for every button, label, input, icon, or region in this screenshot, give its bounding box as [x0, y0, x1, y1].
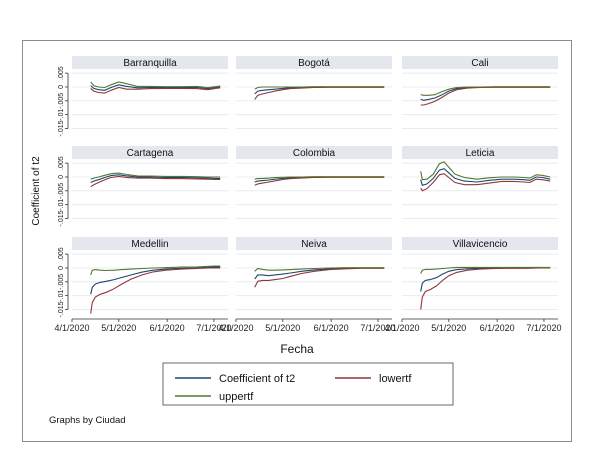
- series-line-villavicencio-upper: [420, 266, 551, 274]
- series-line-cartagena-lower: [90, 175, 221, 188]
- series-line-villavicencio-lower: [420, 267, 551, 310]
- x-tick-label: 5/1/2020: [101, 323, 136, 333]
- panel-title-cali: Cali: [471, 58, 488, 69]
- y-tick-label: .005: [58, 247, 65, 261]
- y-tick-label: 0: [58, 85, 65, 89]
- y-tick-label: -.005: [58, 183, 65, 199]
- graph-frame: Barranquilla -.015 -.01 -.005 0.005 Bogotá Cal…: [22, 40, 572, 442]
- y-tick-label: 0: [58, 175, 65, 179]
- panel-title-cartagena: Cartagena: [127, 148, 174, 159]
- y-tick-label: -.015: [58, 120, 65, 136]
- y-tick-label: -.01: [58, 290, 65, 302]
- x-tick-label: 6/1/2020: [314, 323, 349, 333]
- panel-header-medellin: [72, 237, 228, 250]
- panel-header-leticia: [402, 146, 558, 159]
- series-line-neiva-lower: [254, 267, 385, 288]
- panel-title-leticia: Leticia: [466, 148, 495, 159]
- y-tick-label: -.015: [58, 301, 65, 317]
- series-line-leticia-coef: [420, 168, 551, 186]
- series-line-barranquilla-upper: [90, 81, 221, 89]
- y-tick-label: .005: [58, 156, 65, 170]
- y-axis-title: Coefficient of t2: [31, 156, 42, 226]
- legend-label-lowertf: lowertf: [379, 373, 412, 385]
- panel-title-villavicencio: Villavicencio: [453, 239, 508, 250]
- x-axis-title: Fecha: [280, 342, 314, 356]
- x-tick-label: 4/1/2020: [54, 323, 89, 333]
- panel-header-bogot-: [236, 56, 392, 69]
- y-tick-label: -.01: [58, 109, 65, 121]
- y-tick-label: -.01: [58, 199, 65, 211]
- series-line-bogot--lower: [254, 86, 385, 100]
- panel-plot-area-colombia: [236, 159, 392, 224]
- series-line-medellin-coef: [90, 266, 221, 295]
- panel-title-bogot-: Bogotá: [298, 58, 330, 69]
- series-line-medellin-lower: [90, 267, 221, 314]
- panel-title-barranquilla: Barranquilla: [123, 58, 177, 69]
- panel-header-colombia: [236, 146, 392, 159]
- y-tick-label: -.005: [58, 274, 65, 290]
- panel-header-neiva: [236, 237, 392, 250]
- y-tick-label: .005: [58, 66, 65, 80]
- x-tick-label: 6/1/2020: [150, 323, 185, 333]
- series-line-cartagena-coef: [90, 174, 221, 184]
- series-line-leticia-upper: [420, 161, 551, 181]
- panel-header-villavicencio: [402, 237, 558, 250]
- series-line-medellin-upper: [90, 265, 221, 276]
- legend-box: [162, 362, 454, 406]
- series-line-leticia-lower: [420, 173, 551, 192]
- panel-title-colombia: Colombia: [293, 148, 336, 159]
- panel-plot-area-neiva: [236, 250, 392, 315]
- x-tick-label: 4/1/2020: [218, 323, 253, 333]
- panel-plot-area-cali: [402, 69, 558, 134]
- x-tick-label: 5/1/2020: [265, 323, 300, 333]
- series-line-colombia-upper: [254, 176, 385, 180]
- panel-plot-area-leticia: [402, 159, 558, 224]
- series-line-barranquilla-lower: [90, 86, 221, 94]
- legend-label-uppertf: uppertf: [219, 391, 254, 403]
- y-tick-label: -.015: [58, 210, 65, 226]
- x-tick-label: 4/1/2020: [384, 323, 419, 333]
- panel-plot-area-cartagena: [72, 159, 228, 224]
- x-tick-label: 7/1/2020: [526, 323, 561, 333]
- panel-header-barranquilla: [72, 56, 228, 69]
- series-line-bogot--upper: [254, 86, 385, 90]
- panel-title-neiva: Neiva: [301, 239, 327, 250]
- footnote: Graphs by Ciudad: [49, 415, 126, 426]
- y-tick-label: 0: [58, 266, 65, 270]
- panel-plot-area-barranquilla: [72, 69, 228, 134]
- series-line-colombia-lower: [254, 176, 385, 186]
- x-tick-label: 7/1/2020: [196, 323, 231, 333]
- series-line-cartagena-upper: [90, 172, 221, 180]
- panel-title-medellin: Medellin: [131, 239, 168, 250]
- panel-plot-area-villavicencio: [402, 250, 558, 315]
- series-line-cali-lower: [420, 86, 551, 106]
- legend-label-coefficient-of-t2: Coefficient of t2: [219, 373, 295, 385]
- panel-header-cali: [402, 56, 558, 69]
- panel-plot-area-bogot-: [236, 69, 392, 134]
- x-tick-label: 7/1/2020: [360, 323, 395, 333]
- series-line-neiva-upper: [254, 267, 385, 272]
- x-tick-label: 5/1/2020: [431, 323, 466, 333]
- series-line-barranquilla-coef: [90, 84, 221, 91]
- panel-header-cartagena: [72, 146, 228, 159]
- series-line-cali-upper: [420, 86, 551, 96]
- y-tick-label: -.005: [58, 93, 65, 109]
- x-tick-label: 6/1/2020: [480, 323, 515, 333]
- panel-plot-area-medellin: [72, 250, 228, 315]
